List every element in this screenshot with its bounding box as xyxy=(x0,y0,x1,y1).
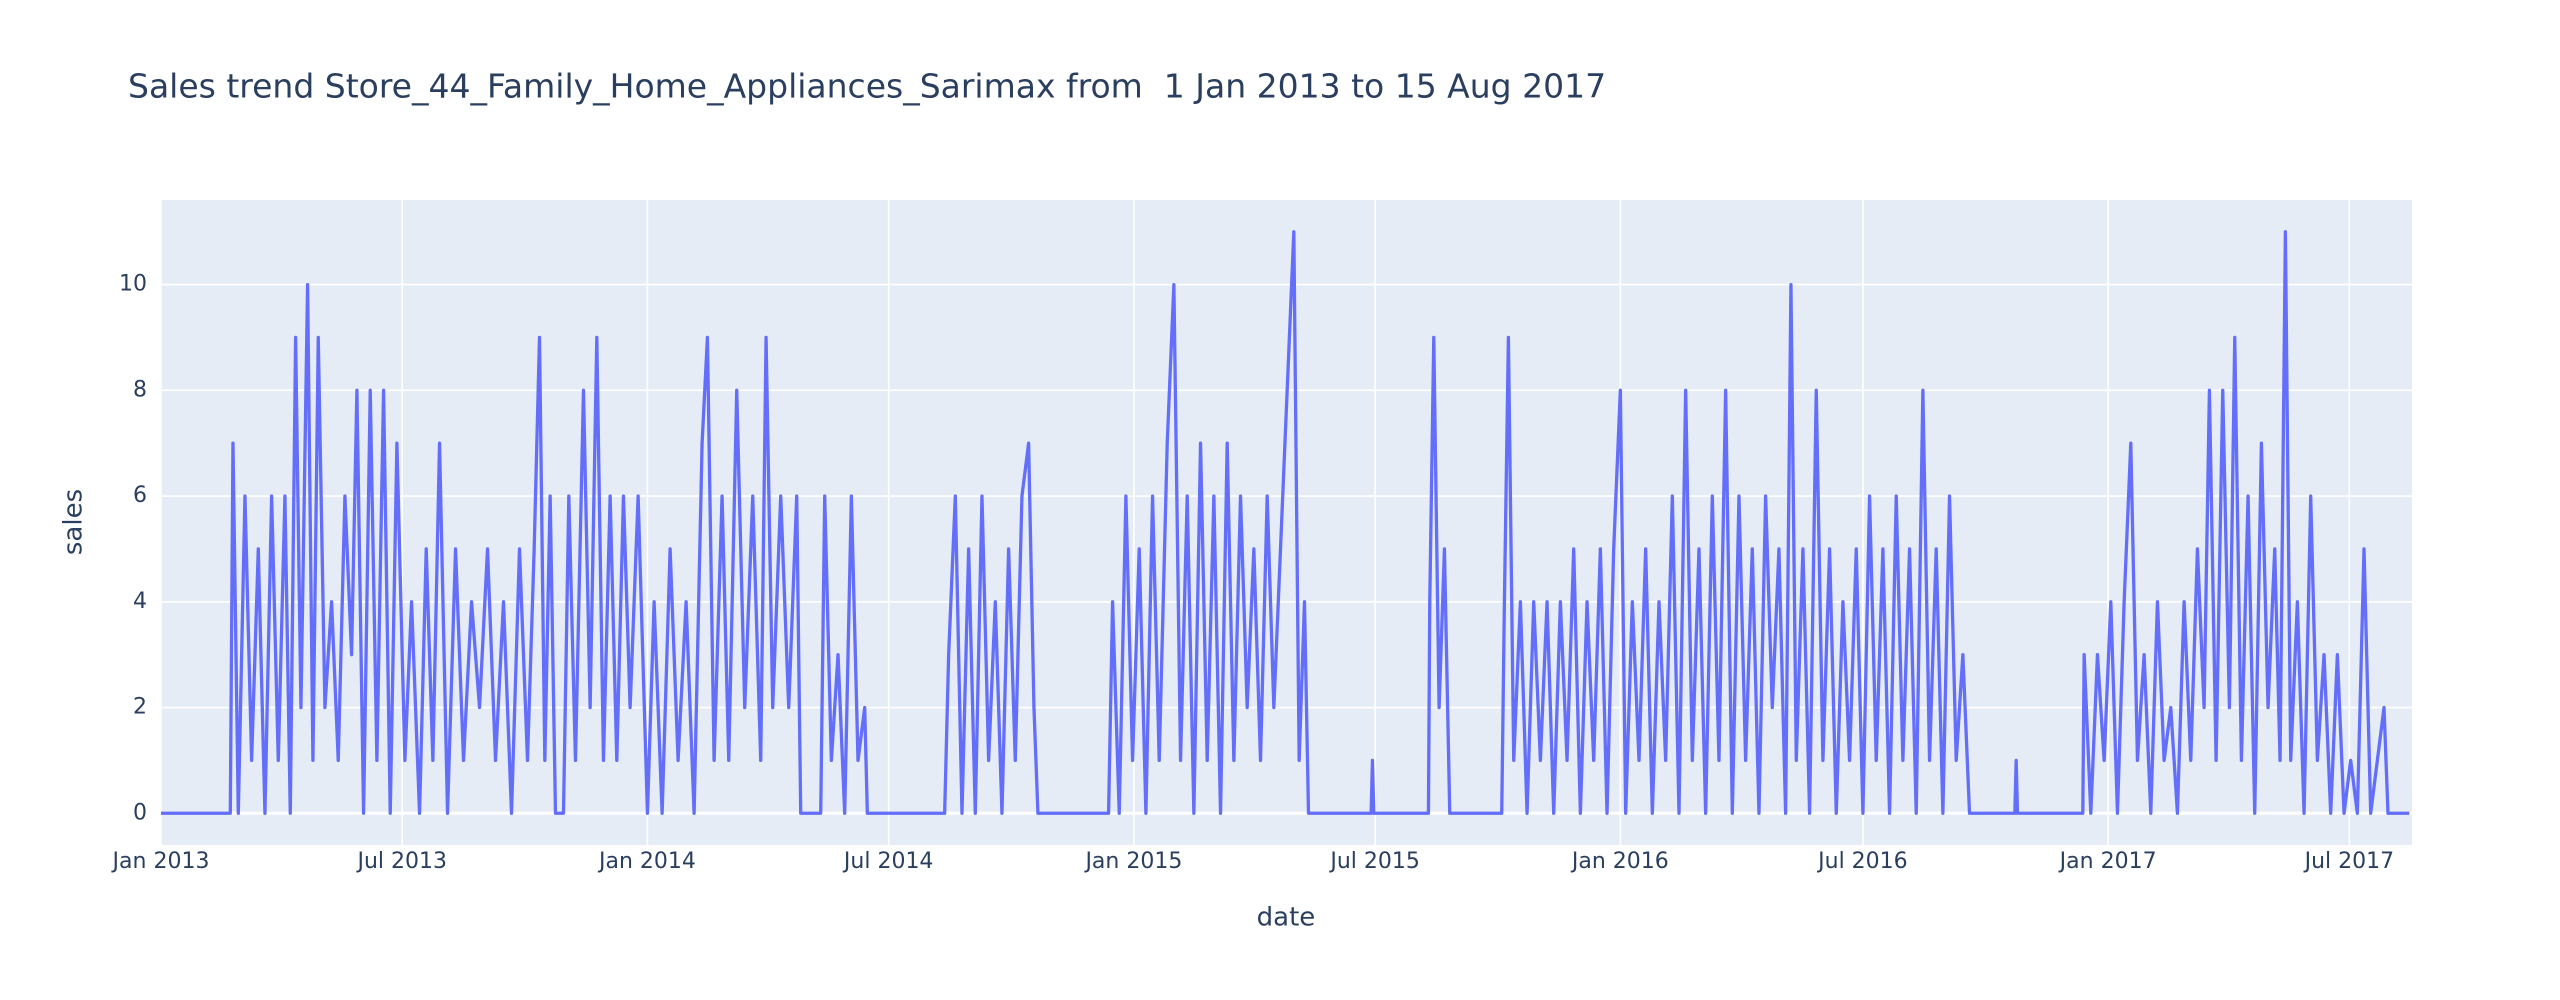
chart-title: Sales trend Store_44_Family_Home_Applian… xyxy=(128,67,1606,106)
y-tick-label: 8 xyxy=(133,377,147,402)
x-tick-label: Jul 2013 xyxy=(355,849,447,874)
x-tick-label: Jan 2013 xyxy=(111,849,210,874)
x-axis-title: date xyxy=(1257,903,1316,933)
x-tick-label: Jul 2016 xyxy=(1816,849,1908,874)
y-tick-label: 0 xyxy=(133,800,147,825)
plot-area xyxy=(161,200,2412,845)
y-tick-label: 2 xyxy=(133,695,147,720)
x-tick-label: Jul 2015 xyxy=(1328,849,1420,874)
y-tick-label: 4 xyxy=(133,589,147,614)
sales-line xyxy=(161,230,2410,815)
y-tick-label: 10 xyxy=(119,272,147,297)
x-tick-label: Jan 2014 xyxy=(597,849,696,874)
x-tick-label: Jan 2017 xyxy=(2058,849,2157,874)
marks xyxy=(161,230,2410,815)
x-tick-label: Jul 2014 xyxy=(842,849,934,874)
x-tick-label: Jan 2016 xyxy=(1570,849,1669,874)
x-tick-label: Jan 2015 xyxy=(1083,849,1182,874)
y-tick-label: 6 xyxy=(133,483,147,508)
y-axis-title: sales xyxy=(59,489,89,555)
x-tick-label: Jul 2017 xyxy=(2303,849,2395,874)
